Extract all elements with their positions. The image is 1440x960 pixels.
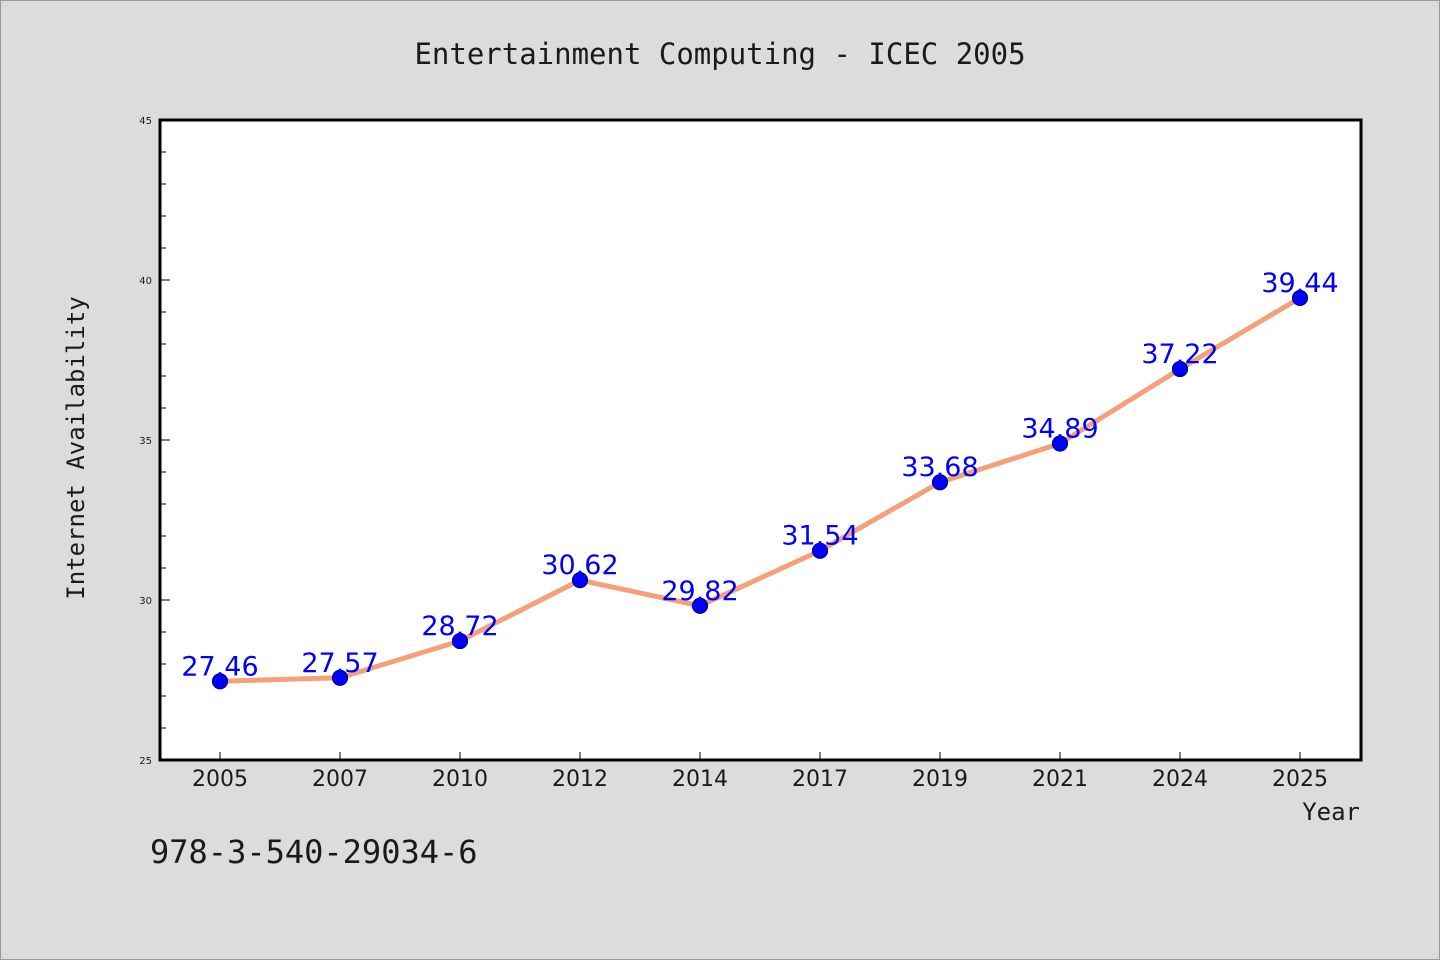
series-markers	[211, 289, 1309, 690]
x-tick-label: 2017	[792, 767, 848, 792]
data-point	[571, 572, 589, 589]
data-label: 28.72	[421, 611, 498, 642]
y-tick-label: 30	[139, 596, 152, 607]
chart-title: Entertainment Computing - ICEC 2005	[414, 37, 1025, 71]
y-axis-ticks	[160, 119, 170, 761]
data-point	[1291, 289, 1309, 307]
data-label: 30.62	[541, 550, 618, 581]
data-label: 39.44	[1261, 268, 1338, 299]
plot-area	[158, 118, 1363, 762]
data-point	[691, 597, 709, 614]
data-label: 34.89	[1021, 414, 1098, 445]
x-tick-label: 2025	[1272, 767, 1328, 792]
data-labels: 27.46 27.57 28.72 30.62 29.82 31.54 33.68 34.89…	[181, 268, 1338, 682]
x-tick-label: 2005	[192, 767, 248, 792]
x-tick-label: 2010	[432, 767, 488, 792]
data-label: 29.82	[661, 576, 738, 607]
x-tick-label: 2021	[1032, 767, 1088, 792]
y-tick-label: 35	[139, 436, 152, 447]
x-tick-label: 2019	[912, 767, 968, 792]
data-point	[451, 632, 469, 650]
data-label: 27.46	[181, 651, 258, 682]
x-tick-label: 2007	[312, 767, 368, 792]
y-tick-label: 45	[139, 116, 152, 127]
data-label: 31.54	[781, 521, 858, 552]
x-tick-label: 2024	[1152, 767, 1208, 792]
data-point	[1051, 435, 1069, 452]
data-point	[211, 673, 229, 690]
data-point	[331, 669, 349, 686]
data-point	[1171, 360, 1189, 378]
x-tick-label: 2014	[672, 767, 728, 792]
data-point	[931, 474, 949, 491]
x-tick-label: 2012	[552, 767, 608, 792]
y-axis-label: Internet Availability	[62, 296, 90, 599]
x-axis-label: Year	[1302, 798, 1360, 826]
data-point	[811, 542, 829, 559]
y-tick-label: 40	[139, 276, 152, 287]
data-label: 27.57	[301, 648, 378, 679]
series-line	[217, 295, 1303, 684]
data-label: 37.22	[1141, 339, 1218, 370]
y-tick-label: 25	[139, 756, 152, 767]
x-axis-tick-labels: 2005 2007 2010 2012 2014 2017 2019 2021 2024 2025	[192, 767, 1328, 792]
isbn-text: 978-3-540-29034-6	[150, 833, 478, 871]
data-label: 33.68	[901, 452, 978, 483]
x-axis-ticks	[219, 752, 1301, 760]
y-axis-tick-labels: 25 30 35 40 45	[139, 116, 152, 767]
